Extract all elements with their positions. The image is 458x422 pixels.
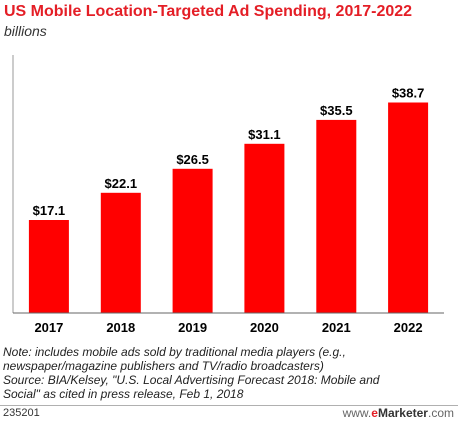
bar-2020 <box>244 143 285 313</box>
x-tick-2020: 2020 <box>250 320 279 335</box>
data-label-2022: $38.7 <box>392 86 425 101</box>
x-tick-2018: 2018 <box>106 320 135 335</box>
bar-2018 <box>100 192 141 313</box>
bar-chart: $17.1 2017 $22.1 2018 $26.5 2019 $31.1 2020 $35.… <box>12 55 444 335</box>
x-tick-2017: 2017 <box>34 320 63 335</box>
x-tick-2019: 2019 <box>178 320 207 335</box>
x-tick-2021: 2021 <box>322 320 351 335</box>
x-tick-2022: 2022 <box>394 320 423 335</box>
data-label-2021: $35.5 <box>320 103 353 118</box>
bar-2022 <box>388 102 429 313</box>
data-label-2017: $17.1 <box>33 203 66 218</box>
source-line: Source: BIA/Kelsey, "U.S. Local Advertis… <box>3 373 380 387</box>
data-label-2019: $26.5 <box>176 152 209 167</box>
emarketer-logo: www.eMarketer.com <box>342 406 454 420</box>
chart-subtitle: billions <box>4 23 47 39</box>
bar-2017 <box>28 220 69 313</box>
footer-divider <box>0 405 458 406</box>
note-line: Note: includes mobile ads sold by tradit… <box>3 345 346 359</box>
note-line: newspaper/magazine publishers and TV/rad… <box>3 359 324 373</box>
data-label-2020: $31.1 <box>248 127 281 142</box>
chart-title: US Mobile Location-Targeted Ad Spending,… <box>4 3 413 20</box>
bar-2021 <box>316 119 357 314</box>
chart-note: Note: includes mobile ads sold by tradit… <box>3 345 455 401</box>
data-label-2018: $22.1 <box>105 176 138 191</box>
bar-2019 <box>172 168 213 313</box>
chart-id: 235201 <box>3 407 40 419</box>
source-line: Social" as cited in press release, Feb 1… <box>3 387 244 401</box>
